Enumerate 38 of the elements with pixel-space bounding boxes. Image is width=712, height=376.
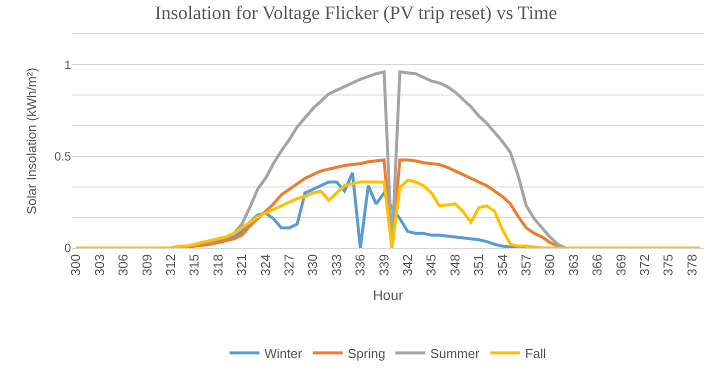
x-tick-label: 336 [352, 254, 368, 276]
x-tick-label: 348 [447, 254, 462, 276]
legend-label: Summer [430, 346, 480, 361]
x-tick-label: 378 [684, 254, 700, 276]
x-tick-label: 351 [471, 254, 486, 276]
x-tick-label: 315 [186, 254, 202, 276]
x-tick-label: 342 [400, 254, 415, 276]
line-series [74, 178, 702, 248]
x-tick-label: 309 [139, 254, 154, 276]
x-tick-label: 375 [660, 254, 676, 276]
y-tick-label: 1 [64, 58, 72, 72]
x-tick-label: 366 [590, 254, 605, 276]
x-axis-title: Hour [372, 287, 404, 303]
legend-label: Spring [348, 346, 386, 361]
y-tick-label: 0.5 [54, 149, 72, 164]
x-tick-label: 339 [376, 254, 392, 276]
x-tick-label: 372 [636, 254, 652, 276]
x-tick-label: 357 [518, 254, 534, 276]
x-tick-label: 306 [116, 254, 131, 276]
x-tick-label: 303 [92, 254, 107, 276]
chart-title: Insolation for Voltage Flicker (PV trip reset) vs Time [154, 2, 558, 24]
x-tick-label: 363 [566, 254, 581, 276]
x-tick-label: 327 [281, 254, 296, 276]
x-tick-label: 300 [68, 254, 84, 276]
legend-label: Winter [264, 346, 303, 361]
x-tick-label: 345 [424, 254, 439, 276]
x-tick-label: 330 [305, 254, 320, 276]
x-tick-label: 312 [162, 254, 178, 276]
x-tick-label: 324 [258, 254, 273, 276]
x-tick-label: 318 [210, 254, 226, 276]
x-tick-label: 360 [542, 254, 558, 276]
x-tick-label: 321 [234, 254, 250, 276]
y-axis-title: Solar Insolation (kWh/m²) [24, 68, 39, 214]
x-tick-label: 333 [328, 254, 344, 276]
x-tick-label: 354 [494, 254, 510, 276]
y-tick-label: 0 [64, 241, 72, 256]
legend-label: Fall [525, 346, 546, 361]
x-tick-label: 369 [613, 254, 628, 276]
